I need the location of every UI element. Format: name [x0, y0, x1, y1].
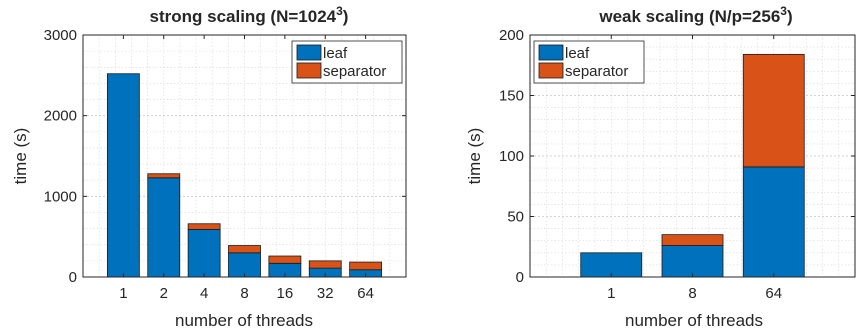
legend-swatch-leaf [296, 44, 322, 61]
legend-label-separator: separator [323, 63, 386, 80]
y-tick-label: 200 [499, 27, 524, 44]
x-tick-label: 8 [240, 285, 248, 302]
y-tick-label: 2000 [44, 108, 77, 125]
x-axis-label: number of threads [175, 311, 313, 330]
x-axis-label: number of threads [625, 311, 763, 330]
x-tick-label: 64 [357, 285, 374, 302]
bars [580, 53, 805, 278]
y-tick-label: 1000 [44, 188, 77, 205]
bar-leaf-8 [661, 245, 724, 278]
y-tick-label: 3000 [44, 27, 77, 44]
legend-swatch-leaf [538, 44, 564, 61]
y-axis-label: time (s) [465, 128, 484, 185]
y-tick-label: 100 [499, 148, 524, 165]
y-axis-label: time (s) [11, 128, 30, 185]
y-tick-label: 0 [516, 269, 524, 286]
bar-separator-2 [147, 173, 181, 179]
legend-label-separator: separator [565, 63, 628, 80]
x-tick-label: 16 [277, 285, 294, 302]
bar-separator-64 [349, 261, 383, 271]
bar-leaf-1 [580, 252, 643, 278]
bar-separator-16 [268, 255, 302, 264]
bar-leaf-4 [187, 229, 221, 278]
x-tick-label: 4 [200, 285, 208, 302]
legend-swatch-separator [296, 62, 322, 79]
bar-separator-8 [661, 234, 724, 246]
x-tick-label: 1 [119, 285, 127, 302]
bar-separator-8 [228, 245, 261, 254]
bars [106, 73, 383, 278]
bar-leaf-64 [742, 166, 805, 278]
bar-separator-4 [187, 223, 221, 230]
chart-title: strong scaling (N=10243) [150, 4, 349, 26]
x-tick-label: 8 [688, 285, 696, 302]
bar-separator-64 [742, 53, 805, 168]
chart-title: weak scaling (N/p=2563) [598, 4, 792, 26]
y-tick-label: 0 [69, 269, 77, 286]
y-tick-label: 150 [499, 88, 524, 105]
x-tick-label: 32 [317, 285, 334, 302]
bar-leaf-1 [106, 73, 140, 278]
x-tick-label: 64 [765, 285, 782, 302]
bar-separator-32 [308, 260, 342, 269]
legend-label-leaf: leaf [565, 45, 590, 62]
x-tick-label: 2 [160, 285, 168, 302]
y-tick-label: 50 [507, 209, 524, 226]
bar-leaf-2 [147, 177, 181, 278]
x-tick-label: 1 [607, 285, 615, 302]
legend-swatch-separator [538, 62, 564, 79]
legend-label-leaf: leaf [323, 45, 348, 62]
